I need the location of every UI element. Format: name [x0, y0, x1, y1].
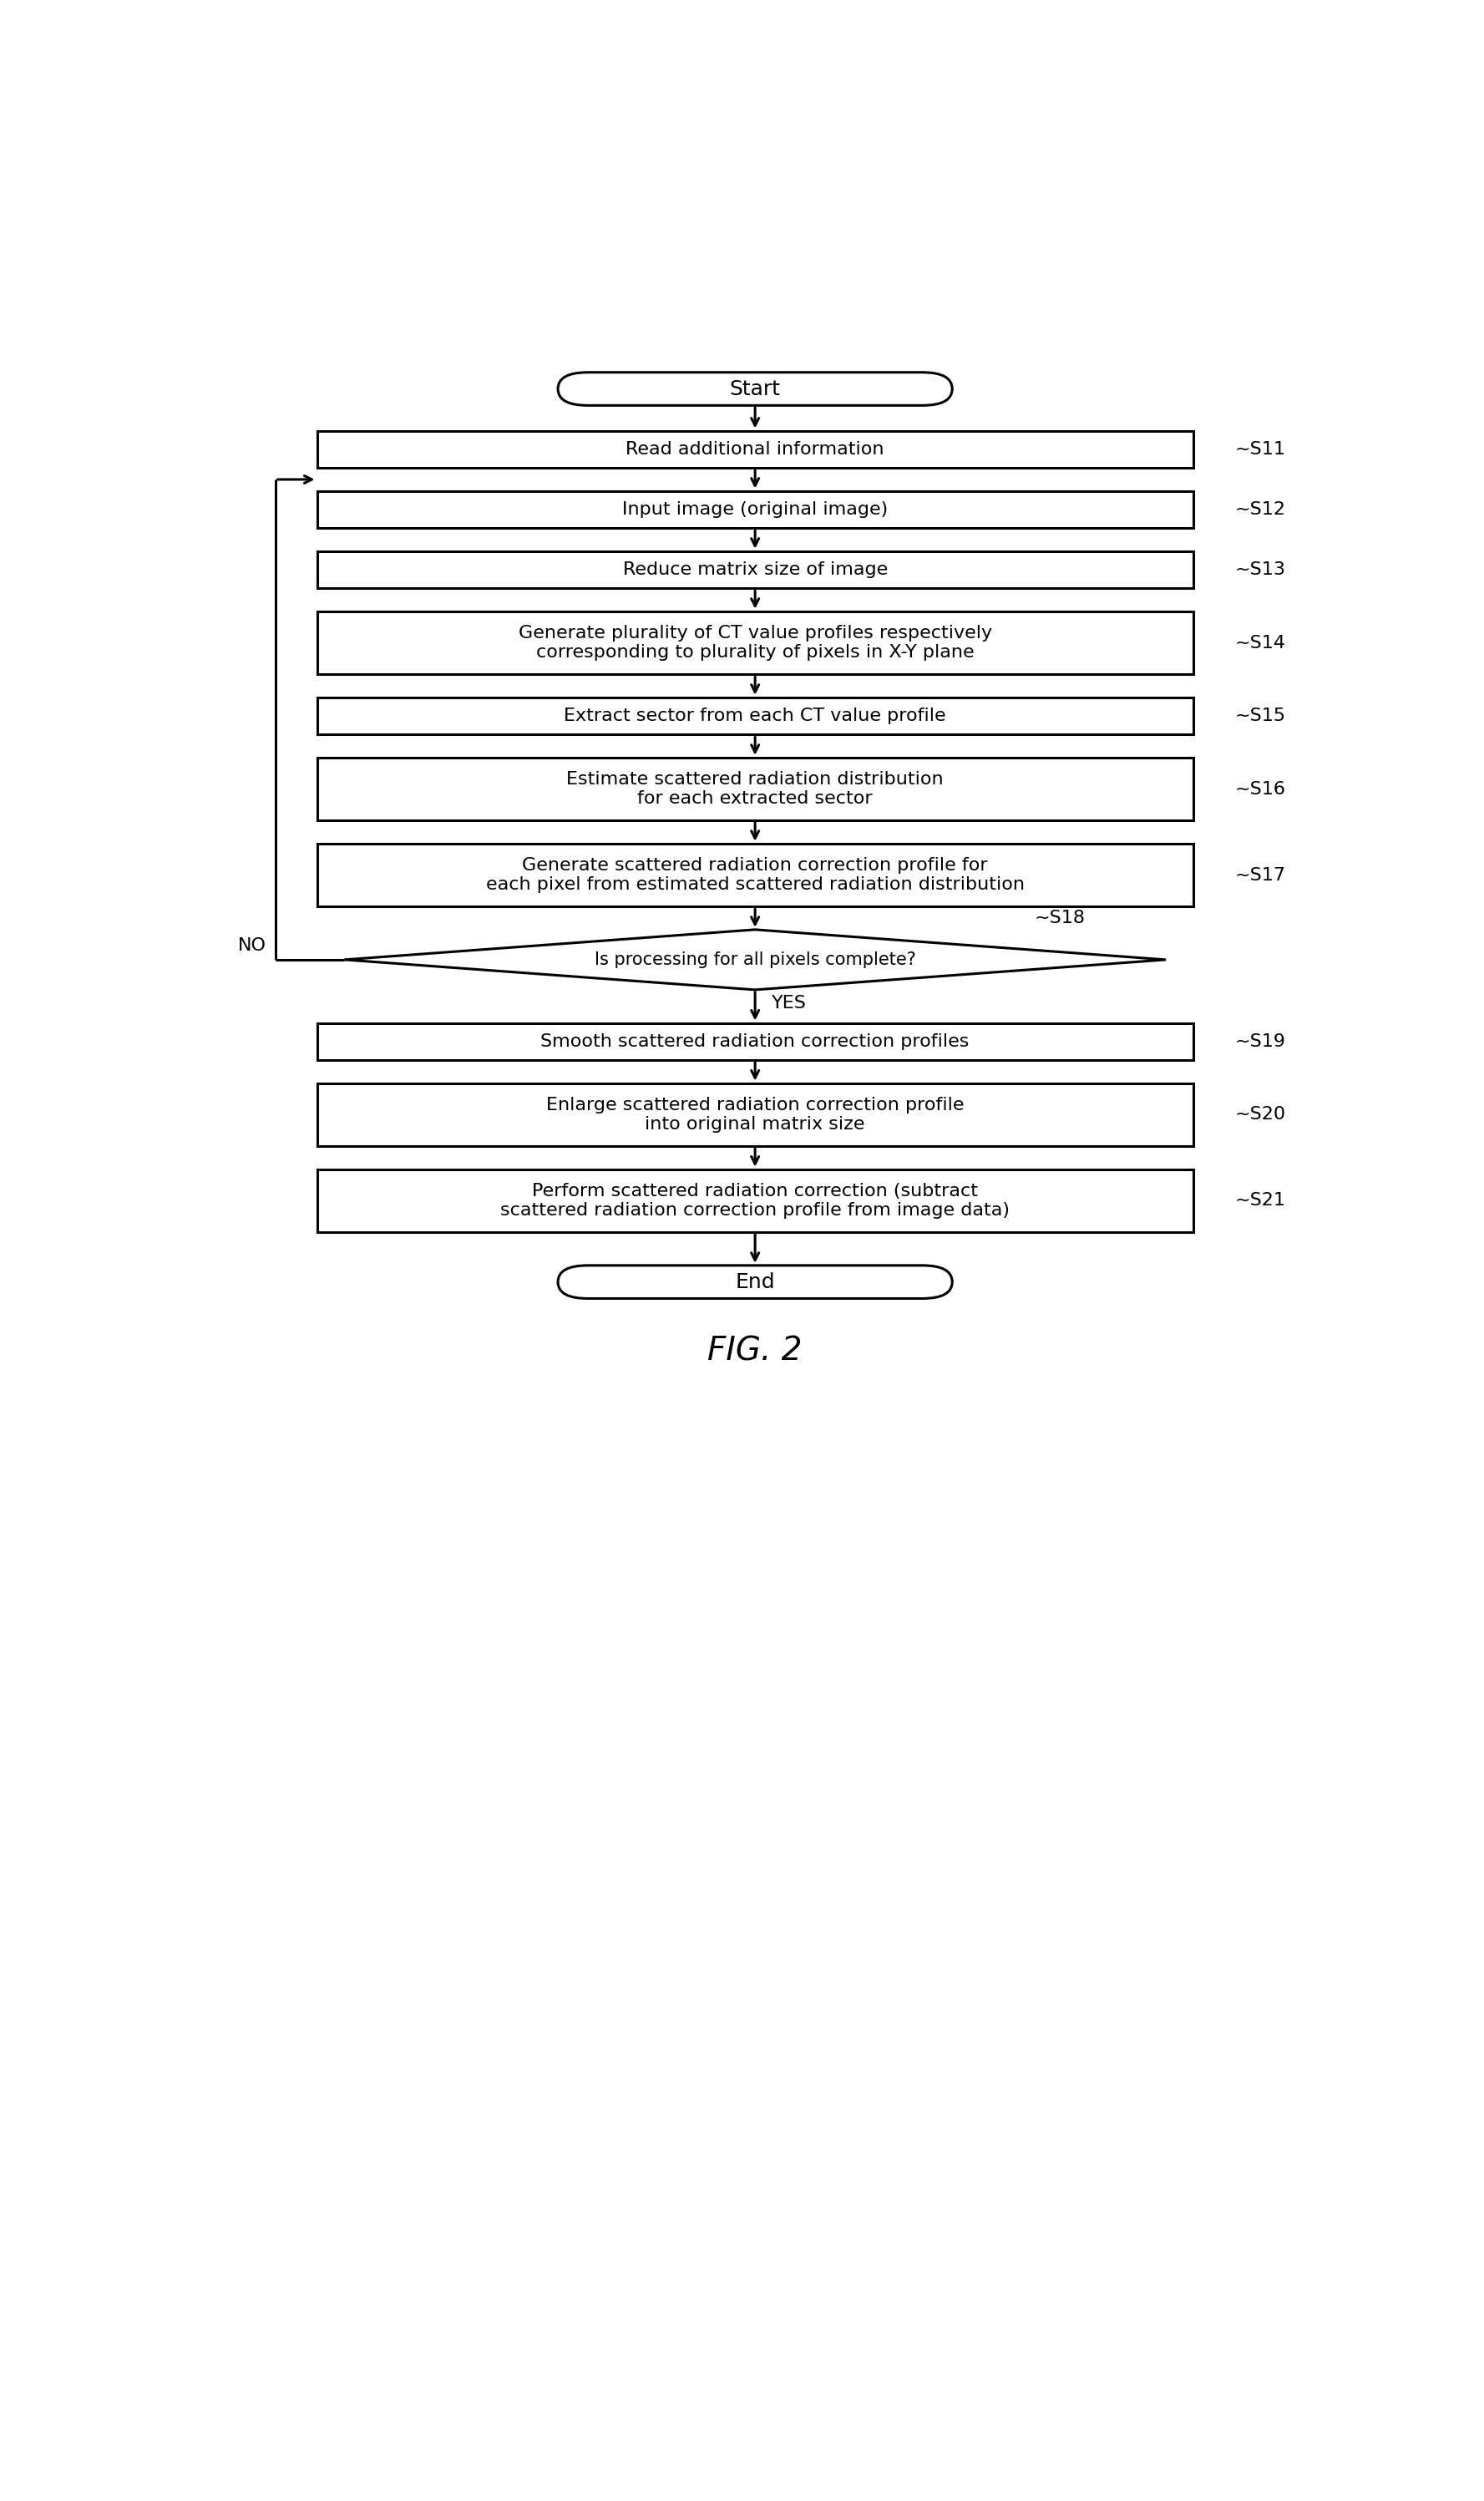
Text: Enlarge scattered radiation correction profile
into original matrix size: Enlarge scattered radiation correction p…	[546, 1095, 965, 1133]
Text: ~S19: ~S19	[1235, 1033, 1285, 1050]
Text: Start: Start	[730, 378, 781, 400]
Text: Input image (original image): Input image (original image)	[622, 500, 887, 518]
Bar	[318, 698, 1193, 735]
Text: Smooth scattered radiation correction profiles: Smooth scattered radiation correction pr…	[540, 1033, 969, 1050]
Text: End: End	[735, 1273, 775, 1293]
Text: Is processing for all pixels complete?: Is processing for all pixels complete?	[595, 950, 916, 968]
FancyBboxPatch shape	[558, 373, 953, 405]
Bar	[318, 843, 1193, 908]
Bar	[318, 1083, 1193, 1145]
Text: FIG. 2: FIG. 2	[708, 1336, 803, 1368]
Text: Generate scattered radiation correction profile for
each pixel from estimated sc: Generate scattered radiation correction …	[485, 858, 1024, 893]
Bar	[318, 610, 1193, 675]
Bar	[318, 430, 1193, 468]
Text: Estimate scattered radiation distribution
for each extracted sector: Estimate scattered radiation distributio…	[567, 770, 944, 808]
Bar	[318, 490, 1193, 528]
Bar	[318, 1023, 1193, 1060]
Text: ~S17: ~S17	[1235, 868, 1285, 883]
Text: Read additional information: Read additional information	[626, 440, 884, 458]
Text: ~S15: ~S15	[1235, 708, 1285, 725]
FancyBboxPatch shape	[558, 1266, 953, 1298]
Bar	[318, 550, 1193, 588]
Polygon shape	[344, 930, 1166, 990]
Text: ~S14: ~S14	[1235, 635, 1285, 650]
Bar	[318, 1168, 1193, 1233]
Text: ~S20: ~S20	[1235, 1105, 1285, 1123]
Text: ~S18: ~S18	[1034, 910, 1085, 925]
Text: Extract sector from each CT value profile: Extract sector from each CT value profil…	[564, 708, 947, 725]
Text: YES: YES	[772, 995, 806, 1010]
Text: Generate plurality of CT value profiles respectively
corresponding to plurality : Generate plurality of CT value profiles …	[518, 625, 991, 660]
Text: ~S16: ~S16	[1235, 780, 1285, 798]
Text: ~S11: ~S11	[1235, 440, 1285, 458]
Text: NO: NO	[237, 938, 267, 953]
Text: ~S12: ~S12	[1235, 500, 1285, 518]
Text: ~S13: ~S13	[1235, 560, 1285, 578]
Text: Reduce matrix size of image: Reduce matrix size of image	[623, 560, 887, 578]
Bar	[318, 758, 1193, 820]
Text: Perform scattered radiation correction (subtract
scattered radiation correction : Perform scattered radiation correction (…	[500, 1183, 1009, 1218]
Text: ~S21: ~S21	[1235, 1193, 1285, 1208]
